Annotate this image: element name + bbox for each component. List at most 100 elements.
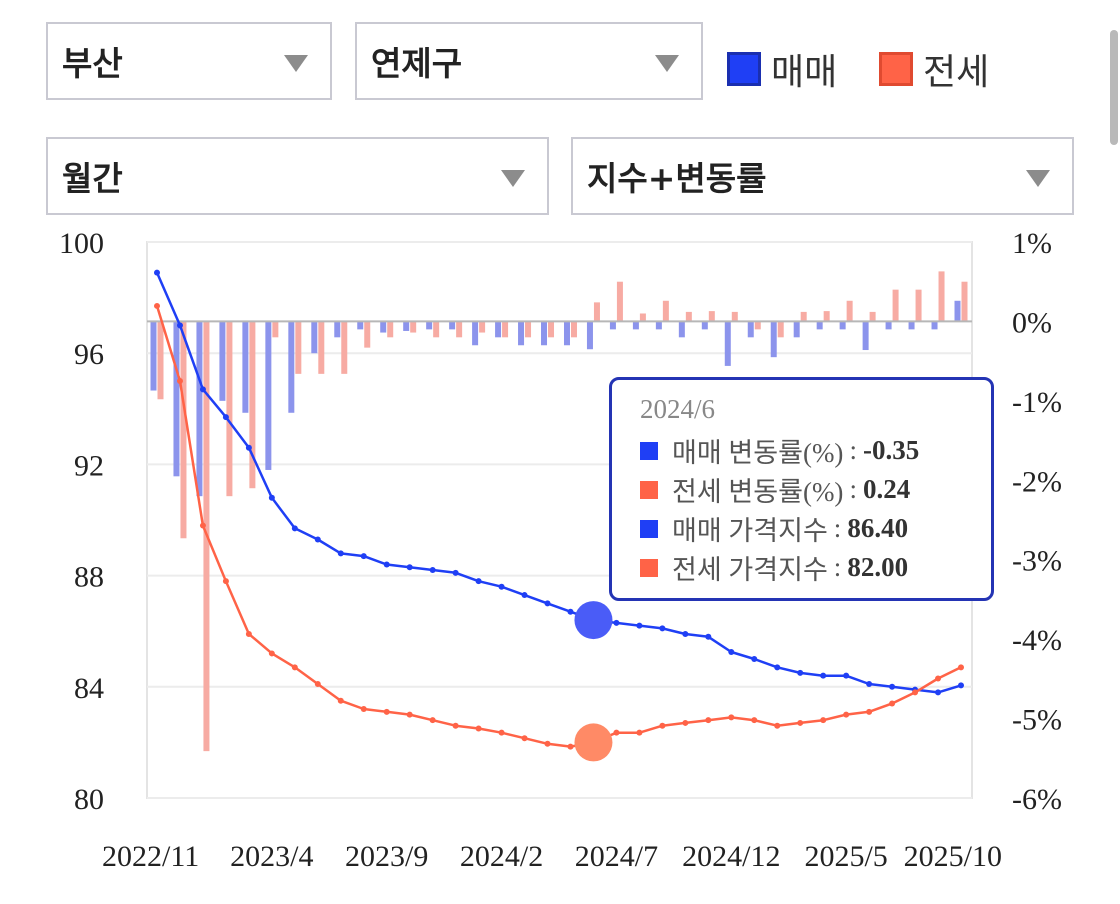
data-point — [843, 672, 850, 679]
data-point — [199, 522, 206, 529]
bar — [196, 321, 203, 497]
bar — [180, 321, 187, 539]
y-right-tick-label: -5% — [1012, 704, 1062, 737]
scrollbar[interactable] — [1110, 30, 1118, 145]
data-point — [613, 729, 620, 736]
data-point — [406, 564, 413, 571]
bar — [387, 321, 394, 338]
x-tick-label: 2024/2 — [460, 840, 543, 873]
x-tick-label: 2024/12 — [682, 840, 780, 873]
y-right-tick-label: -3% — [1012, 545, 1062, 578]
data-point — [866, 708, 873, 715]
bar — [770, 321, 777, 358]
x-tick-label: 2025/5 — [804, 840, 887, 873]
x-tick-label: 2023/4 — [230, 840, 313, 873]
view-select[interactable]: 지수+변동률 — [571, 137, 1074, 215]
bar — [846, 300, 853, 322]
data-point — [154, 269, 160, 276]
data-point — [498, 729, 505, 736]
x-tick-label: 2024/7 — [575, 840, 658, 873]
bar — [754, 321, 761, 330]
series-line — [155, 305, 962, 748]
highlight — [574, 601, 613, 762]
x-tick-label: 2025/10 — [904, 840, 1002, 873]
chevron-down-icon — [1026, 170, 1050, 188]
data-point — [751, 656, 758, 662]
tooltip-row: 매매 변동률(%): -0.35 — [640, 431, 991, 470]
period-select-value: 월간 — [62, 159, 123, 198]
bar — [249, 321, 256, 489]
y-left-tick-label: 84 — [74, 672, 104, 705]
legend-swatch-jeonse — [879, 52, 913, 86]
legend-item-sale[interactable]: 매매 — [727, 43, 837, 95]
data-point — [774, 722, 781, 729]
tooltip-dot — [640, 441, 658, 460]
bar — [616, 281, 623, 322]
legend-label-jeonse: 전세 — [923, 52, 990, 93]
tooltip-row-label: 전세 가격지수 — [672, 555, 828, 585]
bar — [931, 321, 938, 330]
bar — [869, 311, 876, 322]
bar — [593, 302, 600, 322]
bar — [495, 321, 502, 338]
bar — [892, 289, 899, 322]
data-point — [429, 717, 436, 724]
district-select[interactable]: 연제구 — [355, 22, 703, 100]
bar — [541, 321, 548, 346]
region-select-value: 부산 — [62, 44, 123, 83]
bar — [242, 321, 249, 413]
bar — [357, 321, 364, 330]
data-point — [544, 600, 551, 607]
y-left-tick-label: 96 — [74, 338, 104, 371]
data-point — [889, 683, 896, 690]
bar — [678, 321, 685, 338]
data-point — [452, 722, 459, 729]
data-point — [935, 689, 942, 696]
bar — [403, 321, 410, 331]
data-point — [475, 578, 482, 585]
data-point — [682, 719, 689, 726]
tooltip-row-label: 매매 변동률(%) — [672, 438, 844, 468]
bar — [157, 321, 164, 400]
bar — [548, 321, 555, 338]
highlight-point-sale — [574, 601, 613, 640]
data-point — [291, 664, 298, 671]
data-point — [383, 708, 390, 715]
bar — [586, 321, 593, 350]
bar — [862, 321, 869, 351]
data-point — [567, 608, 574, 615]
data-point — [774, 664, 781, 671]
data-point — [245, 630, 252, 637]
bar — [639, 313, 646, 322]
region-select[interactable]: 부산 — [46, 22, 332, 100]
legend-swatch-sale — [727, 52, 761, 86]
bar — [525, 321, 532, 338]
data-point — [636, 622, 643, 629]
view-select-value: 지수+변동률 — [587, 159, 767, 198]
bar — [410, 321, 417, 333]
data-point — [659, 722, 666, 729]
bar — [563, 321, 570, 346]
bar — [662, 300, 669, 322]
chevron-down-icon — [284, 55, 308, 73]
data-point — [682, 630, 689, 637]
bar — [570, 321, 577, 338]
bar — [456, 321, 463, 338]
y-left-tick-label: 80 — [74, 783, 104, 816]
legend-item-jeonse[interactable]: 전세 — [879, 43, 989, 95]
data-point — [268, 650, 275, 657]
data-point — [406, 711, 413, 718]
bar — [701, 321, 708, 330]
period-select[interactable]: 월간 — [46, 137, 549, 215]
data-point — [613, 619, 620, 626]
data-point — [383, 561, 390, 568]
data-point — [797, 669, 804, 676]
tooltip-row: 매매 가격지수: 86.40 — [640, 509, 991, 548]
bar — [380, 321, 387, 333]
data-point — [820, 717, 827, 724]
x-tick-label: 2022/11 — [102, 840, 199, 873]
chevron-down-icon — [501, 170, 525, 188]
bar — [777, 321, 784, 338]
series-line — [155, 272, 962, 694]
